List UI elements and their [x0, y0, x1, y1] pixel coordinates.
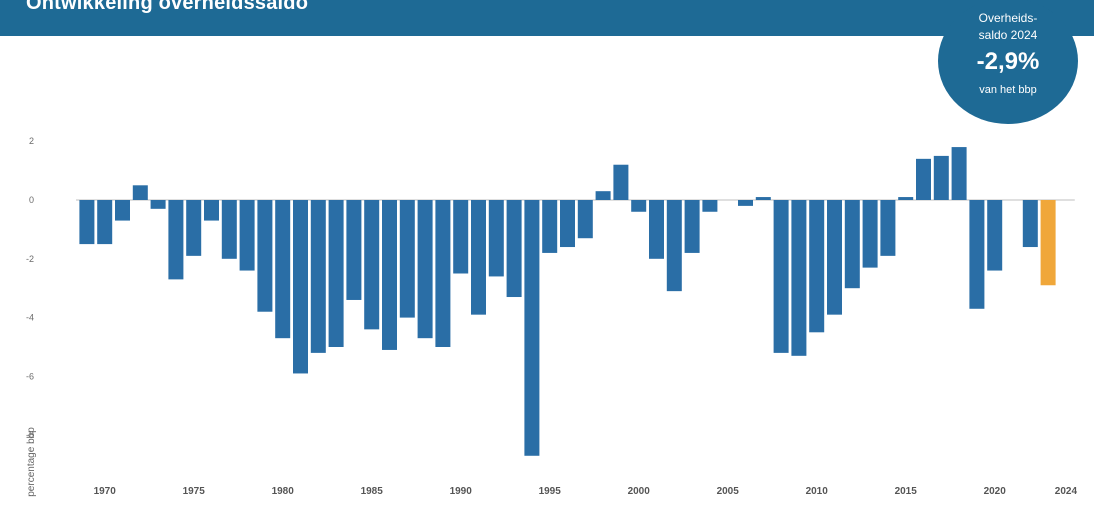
bar-2018: [951, 147, 967, 200]
bar-2014: [880, 200, 896, 256]
x-tick-label: 1985: [361, 486, 384, 497]
bar-2007: [755, 197, 771, 200]
badge-label-line2: saldo 2024: [978, 28, 1038, 42]
x-tick-label: 1970: [94, 486, 117, 497]
bar-1975: [186, 200, 202, 256]
bar-2001: [649, 200, 664, 259]
bar-1999: [613, 164, 629, 200]
bar-2016: [916, 158, 931, 200]
y-tick-label: 0: [29, 195, 34, 205]
bar-2008: [773, 200, 789, 353]
bar-2010: [809, 200, 825, 333]
x-tick-label: 2010: [806, 486, 829, 497]
saldo-badge: Overheids- saldo 2024 -2,9% van het bbp: [938, 0, 1078, 124]
bar-1976: [204, 200, 219, 221]
x-tick-label: 1980: [272, 486, 295, 497]
bar-1970: [97, 200, 113, 245]
x-axis-ticks: 1970 1975 1980 1985 1990 1995 2000 2005 2010 2015…: [94, 486, 1078, 497]
bar-1977: [221, 200, 237, 259]
bar-1982: [310, 200, 326, 353]
bar-1992: [488, 200, 504, 277]
x-tick-label: 1995: [539, 486, 562, 497]
bar-2013: [862, 200, 878, 268]
bar-1969: [79, 200, 95, 245]
y-axis-label: percentage bbp: [26, 427, 37, 497]
chart-title: Ontwikkeling overheidssaldo: [26, 0, 309, 14]
bar-2000: [631, 200, 647, 212]
badge-unit: van het bbp: [979, 84, 1037, 96]
bar-2003: [684, 200, 700, 253]
bar-1971: [115, 200, 130, 221]
y-tick-label: -8: [26, 430, 34, 440]
header-bar: Ontwikkeling overheidssaldo: [0, 0, 1094, 36]
bar-2023: [1040, 200, 1056, 286]
x-tick-label: 1975: [183, 486, 206, 497]
x-tick-label: 2015: [895, 486, 918, 497]
bar-2017: [933, 155, 949, 200]
bar-1987: [399, 200, 415, 318]
bar-1994: [524, 200, 540, 456]
y-tick-label: -2: [26, 254, 34, 264]
x-tick-label: 2005: [717, 486, 740, 497]
bar-2002: [666, 200, 682, 292]
bar-1986: [382, 200, 397, 350]
bar-1988: [417, 200, 433, 339]
y-tick-label: -6: [26, 371, 34, 381]
bar-2012: [844, 200, 860, 289]
bar-2019: [969, 200, 985, 309]
bar-1979: [257, 200, 273, 312]
bar-1993: [506, 200, 522, 298]
bar-2022: [1022, 200, 1038, 248]
bar-2004: [702, 200, 718, 212]
bar-1978: [239, 200, 255, 271]
x-tick-label: 2000: [628, 486, 651, 497]
bar-2011: [827, 200, 842, 315]
y-tick-label: -4: [26, 313, 34, 323]
bar-1983: [328, 200, 344, 347]
bar-1990: [453, 200, 469, 274]
bar-1974: [168, 200, 184, 280]
bar-1998: [595, 191, 611, 200]
badge-label-line1: Overheids-: [978, 11, 1038, 25]
bar-1973: [150, 200, 166, 209]
bar-2020: [987, 200, 1003, 271]
bar-2015: [898, 197, 914, 200]
bar-1972: [132, 185, 148, 200]
bar-1997: [577, 200, 593, 239]
bar-2006: [738, 200, 753, 206]
chart-bars: [79, 147, 1056, 456]
x-tick-label: 2020: [984, 486, 1007, 497]
x-tick-label: 1990: [450, 486, 473, 497]
bar-1989: [435, 200, 451, 347]
bar-1985: [364, 200, 380, 330]
bar-1996: [560, 200, 575, 248]
y-tick-label: 2: [29, 136, 34, 146]
y-axis-ticks: 2 0 -2 -4 -6 -8: [26, 136, 34, 440]
bar-1980: [275, 200, 291, 339]
badge-value: -2,9%: [976, 48, 1040, 75]
bar-1995: [542, 200, 558, 253]
bar-1984: [346, 200, 362, 300]
x-tick-label: 2024: [1055, 486, 1078, 497]
bar-1981: [293, 200, 308, 374]
bar-1991: [471, 200, 486, 315]
bar-2009: [791, 200, 807, 356]
